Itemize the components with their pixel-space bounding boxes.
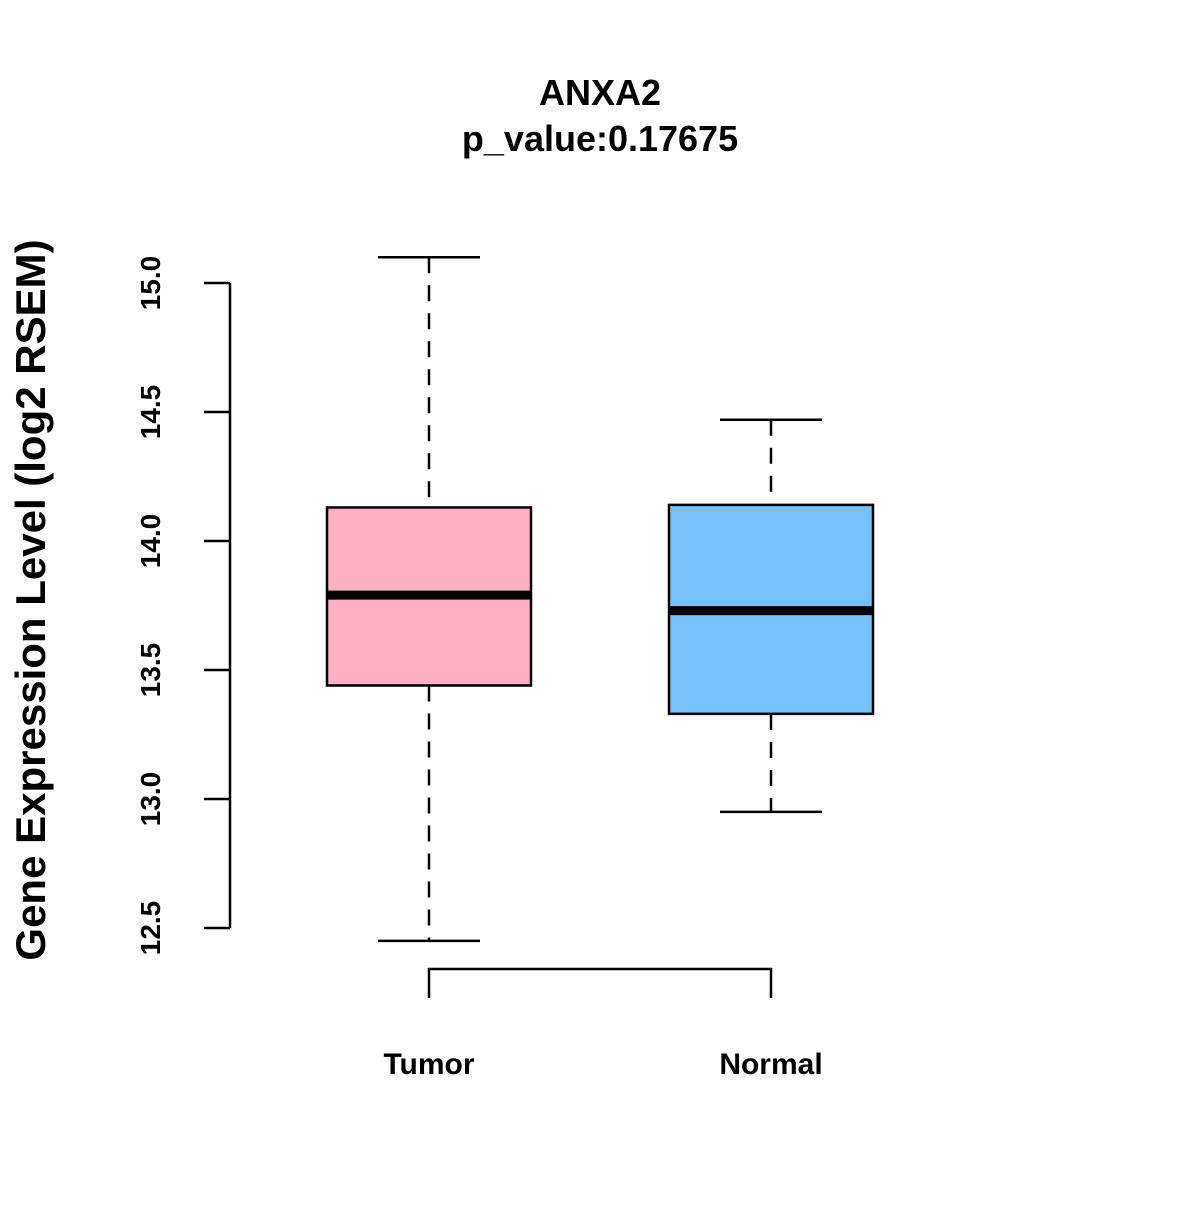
x-axis-category-labels: Tumor Normal: [383, 1048, 822, 1081]
chart-subtitle: p_value:0.17675: [462, 118, 738, 159]
y-tick-label: 13.0: [135, 772, 166, 827]
y-tick-label: 15.0: [135, 256, 166, 311]
x-category-label-tumor: Tumor: [383, 1048, 474, 1081]
chart-title: ANXA2: [539, 72, 661, 113]
y-axis-label: Gene Expression Level (log2 RSEM): [7, 239, 54, 960]
bracket-line: [427, 967, 773, 998]
y-axis: 12.5 13.0 13.5 14.0 14.5 15.0: [135, 256, 232, 956]
box-series: [325, 255, 875, 943]
y-tick-label: 13.5: [135, 643, 166, 698]
x-category-label-normal: Normal: [719, 1048, 822, 1081]
box-tumor: [325, 255, 533, 943]
y-tick-label: 12.5: [135, 901, 166, 956]
y-tick-label: 14.0: [135, 514, 166, 569]
significance-bracket: [427, 967, 773, 998]
y-tick-label: 14.5: [135, 385, 166, 440]
box-normal: [667, 418, 875, 814]
